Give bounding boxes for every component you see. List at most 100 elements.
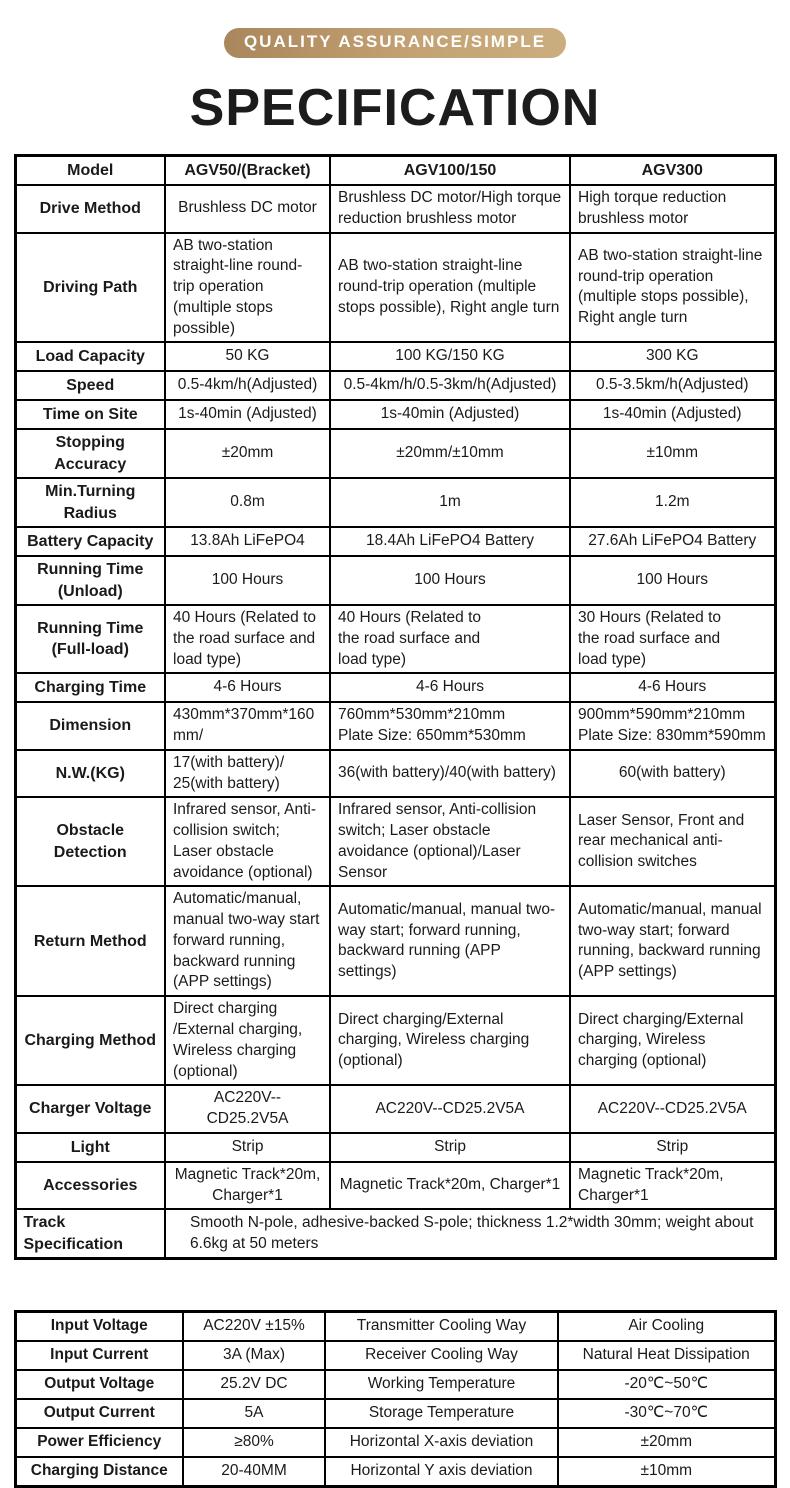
- spec-cell: Automatic/manual, manual two-way start f…: [164, 885, 331, 998]
- spec-row: Charging Time 4-6 Hours 4-6 Hours 4-6 Hours: [14, 672, 776, 704]
- spec-row-label: Charging Method: [14, 995, 166, 1087]
- spec-cell: 27.6Ah LiFePO4 Battery: [569, 526, 776, 558]
- power-value: 20-40MM: [182, 1456, 326, 1488]
- spec-row: Light Strip Strip Strip: [14, 1131, 776, 1163]
- spec-row-label: Return Method: [14, 885, 166, 998]
- spec-cell: Infrared sensor, Anti-collision switch; …: [329, 796, 571, 888]
- spec-cell: Laser Sensor, Front and rear mechanical …: [569, 796, 776, 888]
- spec-row-label: Time on Site: [14, 399, 166, 431]
- spec-cell: 18.4Ah LiFePO4 Battery: [329, 526, 571, 558]
- spec-row: Charging Method Direct charging /External…: [14, 995, 776, 1087]
- power-row: Input Current 3A (Max) Receiver Cooling Wa…: [14, 1340, 776, 1372]
- spec-cell: Infrared sensor, Anti-collision switch; …: [164, 796, 331, 888]
- spec-row-label: Battery Capacity: [14, 526, 166, 558]
- spec-header-row: Model AGV50/(Bracket) AGV100/150 AGV300: [14, 154, 776, 186]
- spec-cell: 60(with battery): [569, 748, 776, 799]
- power-param-label: Receiver Cooling Way: [324, 1340, 559, 1372]
- spec-row-label: Drive Method: [14, 184, 166, 234]
- spec-cell: 17(with battery)/ 25(with battery): [164, 748, 331, 799]
- power-value: AC220V ±15%: [182, 1310, 326, 1343]
- spec-cell: Strip: [329, 1131, 571, 1163]
- spec-cell: AC220V--CD25.2V5A: [329, 1084, 571, 1134]
- power-param-value: Natural Heat Dissipation: [557, 1340, 776, 1372]
- spec-cell: Strip: [164, 1131, 331, 1163]
- spec-row-label: Stopping Accuracy: [14, 428, 166, 480]
- spec-row: Driving Path AB two-station straight-line…: [14, 231, 776, 344]
- spec-row-label: Speed: [14, 370, 166, 402]
- spec-row: Running Time (Unload) 100 Hours 100 Hours 1…: [14, 555, 776, 606]
- spec-row-label: Accessories: [14, 1160, 166, 1211]
- spec-cell: 760mm*530mm*210mm Plate Size: 650mm*530m…: [329, 701, 571, 751]
- spec-row-label: Dimension: [14, 701, 166, 751]
- spec-cell: 40 Hours (Related to the road surface an…: [164, 603, 331, 675]
- spec-cell: Magnetic Track*20m, Charger*1: [569, 1160, 776, 1211]
- spec-row-track-specification: Track Specification Smooth N-pole, adhesi…: [14, 1208, 776, 1260]
- power-row: Input Voltage AC220V ±15% Transmitter Cool…: [14, 1310, 776, 1343]
- power-param-label: Transmitter Cooling Way: [324, 1310, 559, 1343]
- spec-cell: 0.5-4km/h(Adjusted): [164, 370, 331, 402]
- spec-row: Obstacle Detection Infrared sensor, Anti-…: [14, 796, 776, 888]
- power-label: Power Efficiency: [14, 1427, 184, 1459]
- spec-row: Return Method Automatic/manual, manual tw…: [14, 885, 776, 998]
- spec-row: Battery Capacity 13.8Ah LiFePO4 18.4Ah LiF…: [14, 526, 776, 558]
- spec-row-label: Running Time (Unload): [14, 555, 166, 606]
- spec-cell: Automatic/manual, manual two-way start; …: [329, 885, 571, 998]
- spec-cell: Direct charging /External charging, Wire…: [164, 995, 331, 1087]
- power-param-value: Air Cooling: [557, 1310, 776, 1343]
- spec-cell: ±10mm: [569, 428, 776, 480]
- spec-cell: 4-6 Hours: [569, 672, 776, 704]
- spec-row: Min.Turning Radius 0.8m 1m 1.2m: [14, 477, 776, 529]
- spec-cell: 0.5-4km/h/0.5-3km/h(Adjusted): [329, 370, 571, 402]
- power-table: Input Voltage AC220V ±15% Transmitter Cool…: [13, 1310, 777, 1488]
- power-param-value: -30℃~70℃: [557, 1398, 776, 1430]
- spec-cell: AB two-station straight-line round-trip …: [164, 231, 331, 344]
- spec-row-label: Running Time (Full-load): [14, 603, 166, 675]
- spec-cell: ±20mm/±10mm: [329, 428, 571, 480]
- power-param-label: Working Temperature: [324, 1369, 559, 1401]
- power-value: 3A (Max): [182, 1340, 326, 1372]
- spec-row-label: Obstacle Detection: [14, 796, 166, 888]
- spec-cell: 13.8Ah LiFePO4: [164, 526, 331, 558]
- power-row: Charging Distance 20-40MM Horizontal Y axi…: [14, 1456, 776, 1488]
- spec-cell: AC220V--CD25.2V5A: [569, 1084, 776, 1134]
- spec-cell: AB two-station straight-line round-trip …: [329, 231, 571, 344]
- spec-cell: 0.8m: [164, 477, 331, 529]
- spec-row: Dimension 430mm*370mm*160 mm/760mm*530mm*…: [14, 701, 776, 751]
- spec-cell: Brushless DC motor/High torque reduction…: [329, 184, 571, 234]
- power-label: Charging Distance: [14, 1456, 184, 1488]
- quality-assurance-badge: QUALITY ASSURANCE/SIMPLE: [223, 28, 567, 58]
- spec-row: Charger Voltage AC220V--CD25.2V5A AC220V--…: [14, 1084, 776, 1134]
- spec-cell: 100 Hours: [164, 555, 331, 606]
- spec-row-label: N.W.(KG): [14, 748, 166, 799]
- spec-cell: High torque reduction brushless motor: [569, 184, 776, 234]
- power-param-label: Horizontal X-axis deviation: [324, 1427, 559, 1459]
- power-row: Power Efficiency ≥80% Horizontal X-axis de…: [14, 1427, 776, 1459]
- spec-cell: 100 KG/150 KG: [329, 341, 571, 373]
- spec-cell: 0.5-3.5km/h(Adjusted): [569, 370, 776, 402]
- spec-cell: 40 Hours (Related to the road surface an…: [329, 603, 571, 675]
- power-value: 5A: [182, 1398, 326, 1430]
- badge-label: QUALITY ASSURANCE/SIMPLE: [243, 32, 547, 51]
- spec-column-header: AGV50/(Bracket): [164, 154, 331, 186]
- spec-table: Model AGV50/(Bracket) AGV100/150 AGV300 Driv…: [13, 154, 777, 1261]
- spec-row-label: Min.Turning Radius: [14, 477, 166, 529]
- spec-cell: 1s-40min (Adjusted): [164, 399, 331, 431]
- spec-cell: 430mm*370mm*160 mm/: [164, 701, 331, 751]
- spec-cell: 1s-40min (Adjusted): [329, 399, 571, 431]
- spec-row: Speed 0.5-4km/h(Adjusted) 0.5-4km/h/0.5-3k…: [14, 370, 776, 402]
- page-title: SPECIFICATION: [189, 79, 601, 137]
- spec-cell: 4-6 Hours: [329, 672, 571, 704]
- power-value: 25.2V DC: [182, 1369, 326, 1401]
- power-label: Input Voltage: [14, 1310, 184, 1343]
- spec-row: Time on Site 1s-40min (Adjusted) 1s-40min …: [14, 399, 776, 431]
- spec-cell: 1.2m: [569, 477, 776, 529]
- power-param-value: -20℃~50℃: [557, 1369, 776, 1401]
- spec-cell: ±20mm: [164, 428, 331, 480]
- spec-header-model: Model: [14, 154, 166, 186]
- power-row: Output Current 5A Storage Temperature -30℃~…: [14, 1398, 776, 1430]
- spec-cell: AC220V--CD25.2V5A: [164, 1084, 331, 1134]
- power-row: Output Voltage 25.2V DC Working Temperatur…: [14, 1369, 776, 1401]
- spec-row: Accessories Magnetic Track*20m, Charger*1…: [14, 1160, 776, 1211]
- power-param-label: Storage Temperature: [324, 1398, 559, 1430]
